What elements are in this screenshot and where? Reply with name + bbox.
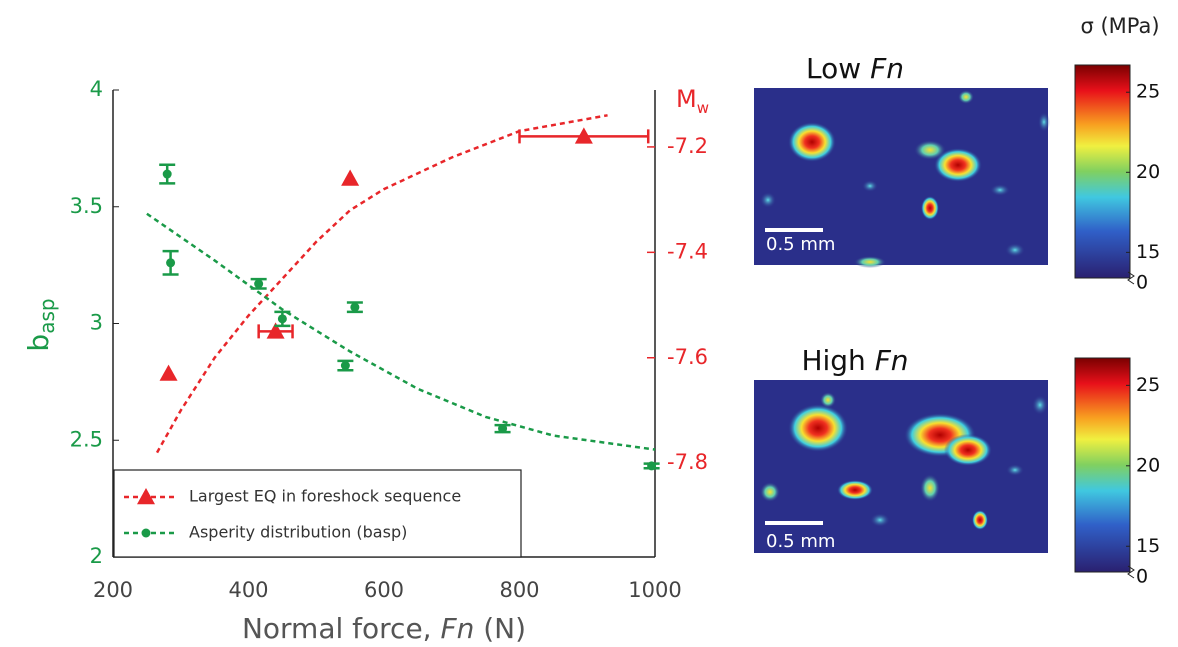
x-axis-label-part: Fn	[440, 612, 474, 645]
colorbar	[1075, 65, 1130, 278]
scale-bar-label: 0.5 mm	[766, 234, 835, 255]
colorbar-tick-label: 20	[1136, 161, 1160, 183]
page: σ (MPa) 200400600800100022.533.54-7.2-7.…	[0, 0, 1178, 647]
data-point	[341, 170, 359, 186]
colorbar-label: σ (MPa)	[1080, 14, 1159, 38]
y-axis-label: basp	[22, 298, 59, 351]
data-point	[254, 279, 263, 288]
x-tick-label: 400	[228, 578, 268, 602]
panel-title-part: Fn	[875, 344, 909, 377]
colorbar-tick-label: 0	[1136, 566, 1148, 588]
stress-map-high	[754, 380, 1048, 553]
panel-title: Low Fn	[806, 52, 904, 85]
panel-title: High Fn	[801, 344, 908, 377]
colorbar-tick-label: 25	[1136, 81, 1160, 103]
y2-tick-label: -7.4	[667, 239, 708, 263]
y2-tick-label: -7.6	[667, 345, 708, 369]
y2-tick-label: -7.2	[667, 134, 708, 158]
y-tick-label: 2	[90, 544, 103, 568]
y2-axis-label: Mw	[676, 85, 709, 117]
colorbar-tick-label: 25	[1136, 374, 1160, 396]
legend-label: Largest EQ in foreshock sequence	[189, 487, 461, 506]
data-point	[160, 365, 178, 381]
y2-axis-label-main: M	[676, 85, 697, 113]
x-tick-label: 600	[364, 578, 404, 602]
y-tick-label: 3.5	[70, 194, 103, 218]
legend-box	[114, 470, 521, 557]
y-axis-label-main: b	[22, 334, 55, 352]
panel-title-part: High	[801, 344, 874, 377]
data-point	[647, 461, 656, 470]
fit-curve	[157, 115, 608, 452]
data-point	[278, 314, 287, 323]
x-axis-label: Normal force, Fn (N)	[242, 612, 526, 645]
y-tick-label: 2.5	[70, 427, 103, 451]
colorbar-tick-label: 15	[1136, 241, 1160, 263]
panel-title-part: Fn	[870, 52, 904, 85]
fit-curve	[147, 214, 655, 450]
figure: σ (MPa) 200400600800100022.533.54-7.2-7.…	[0, 0, 1178, 647]
scale-bar-label: 0.5 mm	[766, 531, 835, 552]
data-point	[350, 303, 359, 312]
data-point	[498, 424, 507, 433]
y-axis-label-sub: asp	[35, 298, 59, 333]
colorbar-tick-label: 15	[1136, 535, 1160, 557]
legend-marker	[142, 529, 151, 538]
colorbar-tick-label: 20	[1136, 454, 1160, 476]
x-axis-label-part: Normal force,	[242, 612, 441, 645]
data-point	[163, 170, 172, 179]
data-point	[166, 258, 175, 267]
legend-label: Asperity distribution (basp)	[189, 523, 407, 542]
colorbar	[1075, 358, 1130, 572]
colorbar-tick-label: 0	[1136, 272, 1148, 294]
y-tick-label: 4	[90, 77, 103, 101]
y2-tick-label: -7.8	[667, 450, 708, 474]
x-tick-label: 800	[499, 578, 539, 602]
y-tick-label: 3	[90, 311, 103, 335]
data-point	[341, 361, 350, 370]
x-axis-label-part: (N)	[474, 612, 526, 645]
x-tick-label: 200	[93, 578, 133, 602]
panel-title-part: Low	[806, 52, 870, 85]
x-tick-label: 1000	[628, 578, 681, 602]
y2-axis-label-sub: w	[697, 99, 709, 117]
